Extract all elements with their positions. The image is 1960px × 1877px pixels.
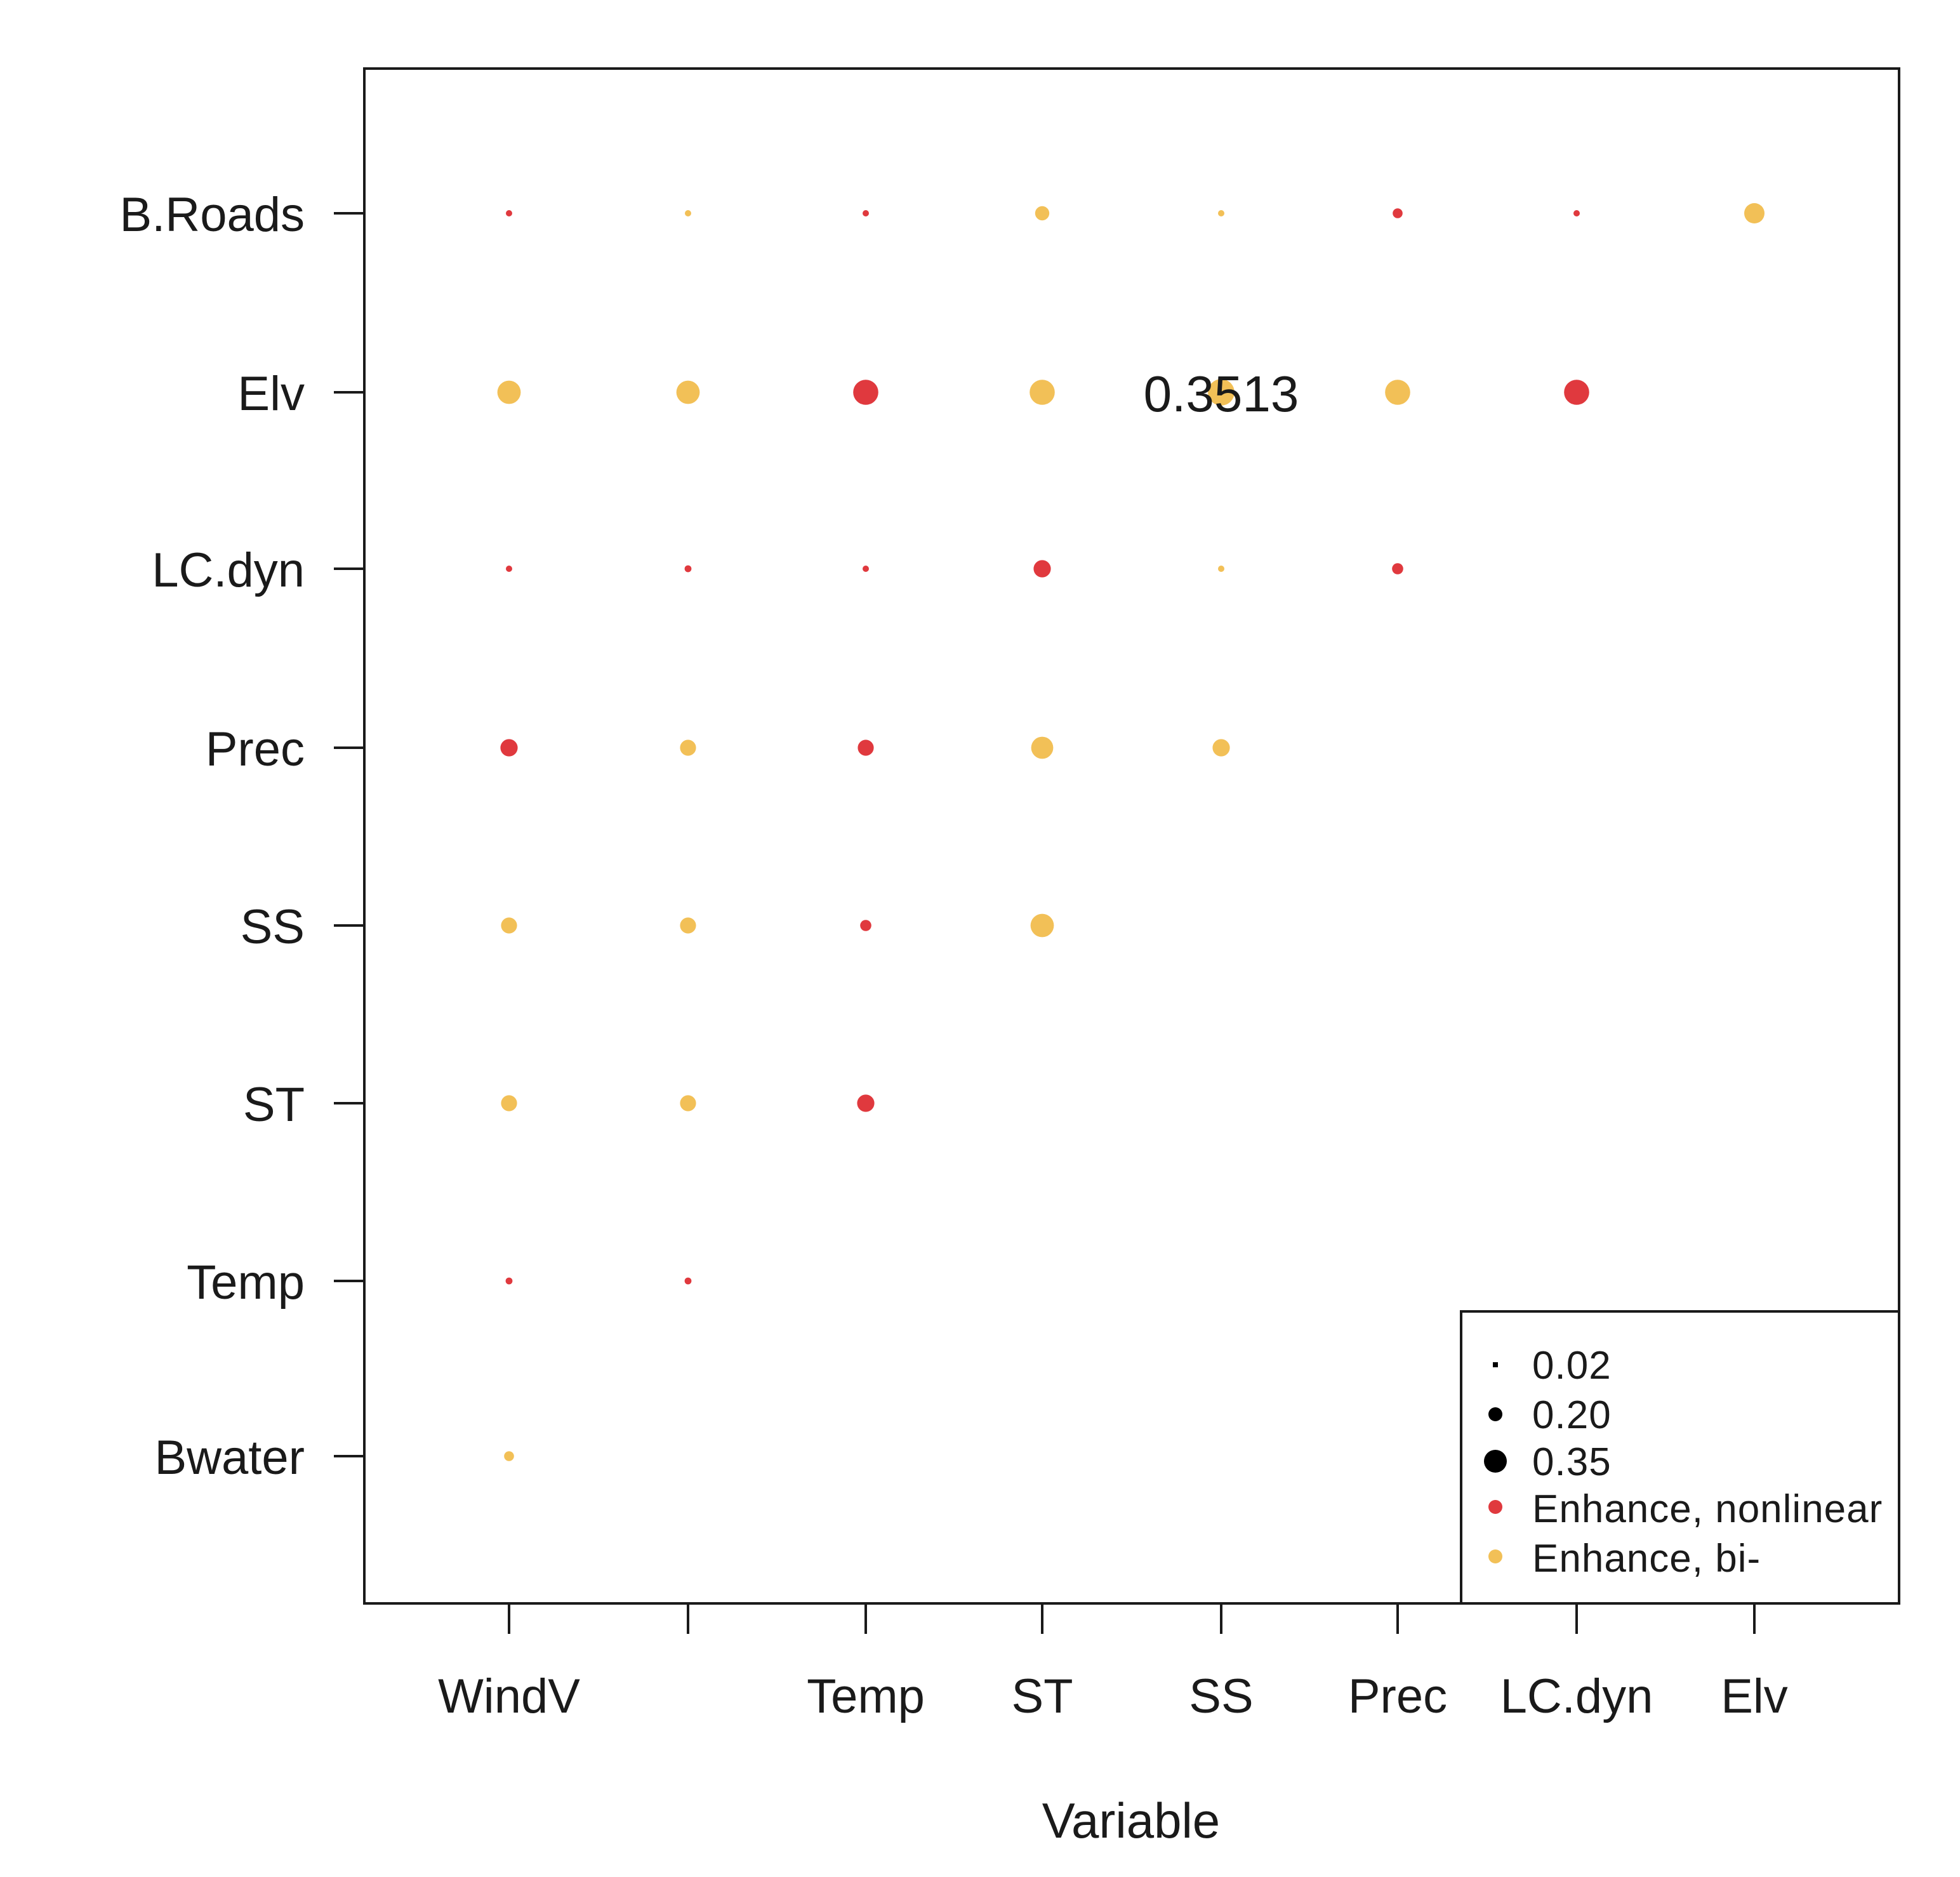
data-point (1212, 739, 1230, 757)
data-point (1385, 380, 1410, 405)
data-point (501, 917, 517, 934)
x-tick-label: Prec (1348, 1669, 1447, 1723)
data-point (1035, 206, 1050, 221)
data-point (676, 380, 700, 404)
x-tick-label: Elv (1721, 1669, 1788, 1723)
legend-size-label: 0.35 (1532, 1440, 1612, 1484)
data-point (1564, 380, 1589, 405)
legend-size-marker (1488, 1407, 1502, 1421)
data-point (504, 1451, 514, 1461)
x-axis: WindV Temp ST SS Prec LC.dyn Elv (438, 1603, 1788, 1723)
annotations: 0.3513 (1144, 366, 1299, 422)
data-point (685, 210, 691, 216)
data-point (505, 1277, 513, 1285)
x-tick-label: LC.dyn (1500, 1669, 1653, 1723)
data-point (506, 210, 512, 216)
data-point (1208, 379, 1235, 406)
data-point (684, 1277, 692, 1285)
data-point (1393, 208, 1403, 218)
y-tick-label: ST (243, 1078, 305, 1132)
data-point (680, 1095, 696, 1111)
y-tick-label: Elv (237, 367, 305, 421)
plot-frame (363, 67, 1900, 1605)
data-point (863, 210, 869, 216)
legend-size-label: 0.02 (1532, 1344, 1612, 1388)
legend-size-marker (1484, 1450, 1507, 1473)
x-tick-label: Temp (807, 1669, 925, 1723)
data-point (500, 739, 518, 757)
data-point (680, 917, 696, 934)
data-point (684, 565, 692, 573)
y-tick-label: Temp (187, 1256, 305, 1310)
data-point (680, 740, 696, 756)
data-point (860, 920, 871, 931)
value-annotation: 0.3513 (1144, 366, 1299, 422)
data-point (1218, 210, 1224, 216)
x-tick-label: SS (1189, 1669, 1253, 1723)
data-point (506, 566, 512, 572)
x-axis-title: Variable (1042, 1793, 1220, 1848)
x-tick-label: ST (1011, 1669, 1073, 1723)
data-point (1744, 203, 1765, 223)
data-point (1030, 913, 1054, 938)
y-tick-label: SS (241, 900, 305, 954)
data-point (1031, 736, 1054, 759)
data-point (1392, 563, 1403, 574)
y-axis: Bwater Temp ST SS Prec LC.dyn Elv B.Roads (120, 188, 364, 1485)
legend-color-marker (1488, 1549, 1502, 1563)
legend-color-marker (1488, 1500, 1502, 1514)
data-point (1218, 566, 1224, 572)
y-tick-label: Prec (206, 722, 305, 776)
legend-box (1460, 1310, 1900, 1605)
legend-size-marker (1493, 1362, 1498, 1367)
legend-size-label: 0.20 (1532, 1393, 1612, 1437)
data-point (863, 566, 869, 572)
legend-color-label: Enhance, nonlinear (1532, 1487, 1883, 1531)
data-point (1033, 560, 1051, 578)
y-tick-label: LC.dyn (152, 543, 305, 597)
data-point (1030, 380, 1055, 405)
data-points (497, 203, 1765, 1461)
data-point (857, 1094, 875, 1112)
data-point (858, 740, 874, 756)
data-point (853, 380, 878, 405)
y-tick-label: Bwater (154, 1431, 305, 1485)
y-tick-label: B.Roads (120, 188, 305, 242)
data-point (497, 380, 521, 404)
legend-color-label: Enhance, bi- (1532, 1537, 1761, 1581)
data-point (1573, 210, 1580, 216)
x-tick-label: WindV (438, 1669, 580, 1723)
data-point (501, 1095, 517, 1111)
